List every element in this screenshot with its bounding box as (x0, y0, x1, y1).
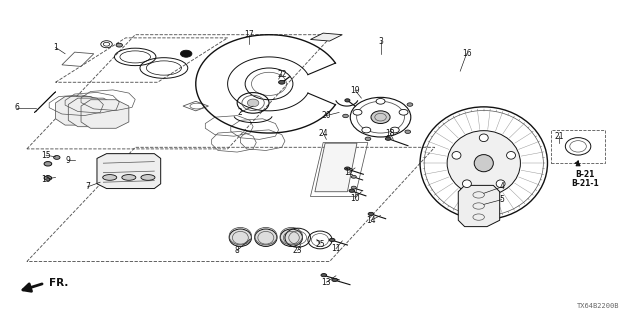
Ellipse shape (376, 99, 385, 104)
Ellipse shape (102, 175, 116, 180)
Text: 8: 8 (235, 246, 239, 255)
Text: FR.: FR. (49, 278, 68, 288)
Ellipse shape (368, 212, 374, 215)
Ellipse shape (405, 130, 411, 133)
Ellipse shape (447, 131, 520, 196)
Text: 23: 23 (293, 246, 303, 255)
Ellipse shape (353, 109, 362, 115)
Ellipse shape (44, 176, 52, 180)
Ellipse shape (122, 175, 136, 180)
Ellipse shape (332, 278, 337, 282)
Text: 14: 14 (366, 216, 376, 225)
Ellipse shape (479, 134, 488, 142)
Text: 1: 1 (53, 43, 58, 52)
Ellipse shape (54, 156, 60, 159)
Ellipse shape (365, 137, 371, 140)
Text: B-21: B-21 (575, 170, 595, 179)
Text: B-21-1: B-21-1 (572, 179, 599, 188)
Text: 22: 22 (277, 70, 287, 79)
Ellipse shape (247, 99, 259, 107)
Text: 9: 9 (66, 156, 71, 164)
Ellipse shape (229, 229, 252, 246)
Text: 6: 6 (15, 103, 20, 112)
Text: 7: 7 (85, 182, 90, 191)
Text: 12: 12 (344, 168, 353, 177)
Text: 10: 10 (350, 194, 360, 203)
Text: 17: 17 (244, 30, 253, 39)
Bar (550, 130, 605, 163)
Ellipse shape (342, 114, 348, 118)
Ellipse shape (280, 229, 303, 246)
Polygon shape (56, 97, 103, 125)
Ellipse shape (180, 50, 192, 57)
Ellipse shape (329, 238, 335, 242)
Ellipse shape (371, 111, 390, 124)
Polygon shape (81, 100, 129, 128)
Text: 11: 11 (331, 244, 340, 253)
Polygon shape (458, 185, 500, 227)
Ellipse shape (44, 162, 52, 166)
Ellipse shape (278, 80, 285, 84)
Polygon shape (68, 98, 116, 127)
Ellipse shape (351, 175, 356, 178)
Text: TX64B2200B: TX64B2200B (577, 303, 620, 309)
Text: 21: 21 (554, 132, 564, 141)
Text: 18: 18 (385, 129, 395, 138)
Text: 5: 5 (499, 195, 504, 204)
Ellipse shape (349, 189, 355, 192)
Ellipse shape (407, 103, 413, 106)
Text: 3: 3 (378, 36, 383, 45)
Polygon shape (315, 143, 357, 192)
Ellipse shape (321, 274, 326, 277)
Ellipse shape (345, 99, 350, 102)
Ellipse shape (452, 152, 461, 159)
Text: 16: 16 (461, 49, 472, 58)
Ellipse shape (385, 137, 391, 140)
Ellipse shape (344, 167, 350, 170)
Ellipse shape (362, 127, 371, 133)
Ellipse shape (474, 155, 493, 172)
Text: 2: 2 (238, 108, 243, 117)
Ellipse shape (463, 180, 472, 188)
Text: 13: 13 (321, 278, 331, 287)
Text: 15: 15 (41, 174, 51, 184)
Text: 4: 4 (499, 182, 504, 191)
Text: 24: 24 (318, 129, 328, 138)
Ellipse shape (390, 127, 399, 133)
Ellipse shape (255, 229, 277, 246)
Ellipse shape (496, 180, 505, 188)
Ellipse shape (399, 109, 408, 115)
Polygon shape (97, 154, 161, 188)
Ellipse shape (141, 175, 155, 180)
Text: 20: 20 (321, 111, 331, 120)
Ellipse shape (507, 152, 515, 159)
Ellipse shape (116, 43, 122, 47)
Ellipse shape (351, 186, 356, 189)
Text: 19: 19 (350, 86, 360, 95)
Text: 25: 25 (315, 240, 325, 249)
Polygon shape (310, 33, 342, 41)
Text: 15: 15 (41, 151, 51, 160)
